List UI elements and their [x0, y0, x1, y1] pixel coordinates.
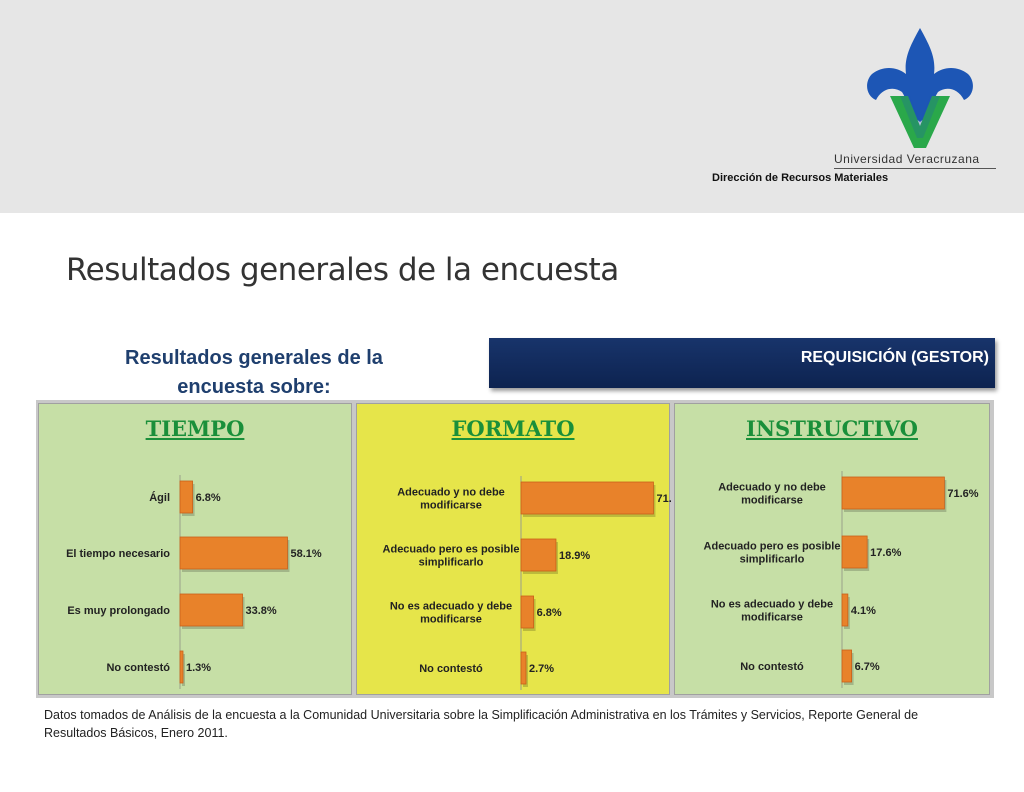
bar: [520, 481, 654, 515]
source-note: Datos tomados de Análisis de la encuesta…: [44, 708, 919, 740]
bar-shadow: [182, 654, 185, 686]
bar: [841, 476, 945, 510]
value-label: 1.3%: [186, 662, 211, 674]
requisicion-banner: REQUISICIÓN (GESTOR): [489, 338, 995, 388]
bar: [520, 595, 534, 629]
category-label: Adecuado pero es posible simplificarlo: [704, 541, 841, 566]
bar: [841, 649, 852, 683]
bar: [179, 593, 243, 627]
category-label: Es muy prolongado: [67, 605, 170, 617]
value-label: 6.8%: [196, 492, 221, 504]
value-label: 71.6%: [947, 488, 978, 500]
bar: [520, 538, 557, 572]
value-label: 71.6%: [656, 493, 671, 505]
category-label: No contestó: [740, 661, 804, 673]
value-label: 6.8%: [537, 607, 562, 619]
bar: [179, 536, 288, 570]
survey-heading-line1: Resultados generales de la: [125, 347, 383, 369]
category-label: Ágil: [149, 491, 170, 504]
bar: [520, 651, 527, 685]
chart-title: FORMATO: [451, 416, 575, 441]
category-label: No contestó: [419, 663, 483, 675]
bar: [841, 535, 868, 569]
category-label: El tiempo necesario: [66, 548, 170, 560]
value-label: 17.6%: [870, 547, 901, 559]
category-label: Adecuado y no debe modificarse: [718, 482, 826, 507]
value-label: 2.7%: [529, 663, 554, 675]
header-band: [0, 0, 1024, 213]
survey-heading: Resultados generales de la encuesta sobr…: [94, 344, 414, 402]
category-label: No contestó: [106, 662, 170, 674]
category-label: No es adecuado y debe modificarse: [711, 599, 833, 624]
slide-title: Resultados generales de la encuesta: [66, 252, 619, 288]
chart-tiempo: 6.8% Ágil 58.1% El tiempo necesario 33.8% Es …: [66, 475, 322, 689]
value-label: 33.8%: [246, 605, 277, 617]
chart-title: TIEMPO: [145, 416, 245, 441]
category-label: Adecuado pero es posible simplificarlo: [383, 544, 520, 569]
value-label: 4.1%: [851, 605, 876, 617]
panel-formato: FORMATO 71.6% Adecuado y no debemodificar…: [356, 403, 671, 695]
category-label: Adecuado y no debe modificarse: [397, 487, 505, 512]
chart-instructivo: 71.6% Adecuado y no debe modificarse 17.6% A…: [704, 471, 979, 688]
chart-title: INSTRUCTIVO: [746, 416, 918, 441]
bar: [179, 650, 184, 684]
value-label: 58.1%: [290, 548, 321, 560]
panel-tiempo: TIEMPO 6.8% Ágil 58.1% El tiempo necesario 3…: [38, 403, 352, 695]
panel-instructivo: INSTRUCTIVO 71.6% Adecuado y no debe modif…: [674, 403, 990, 695]
bar: [841, 593, 849, 627]
banner-label: REQUISICIÓN (GESTOR): [800, 349, 989, 366]
value-label: 6.7%: [855, 661, 880, 673]
uv-logo-icon: [867, 28, 973, 148]
survey-heading-line2: encuesta sobre:: [177, 376, 331, 398]
university-name: Universidad Veracruzana: [834, 152, 996, 169]
category-label: No es adecuado y debe modificarse: [390, 601, 512, 626]
value-label: 18.9%: [559, 550, 590, 562]
bar: [179, 480, 193, 514]
department-name: Dirección de Recursos Materiales: [712, 172, 889, 184]
